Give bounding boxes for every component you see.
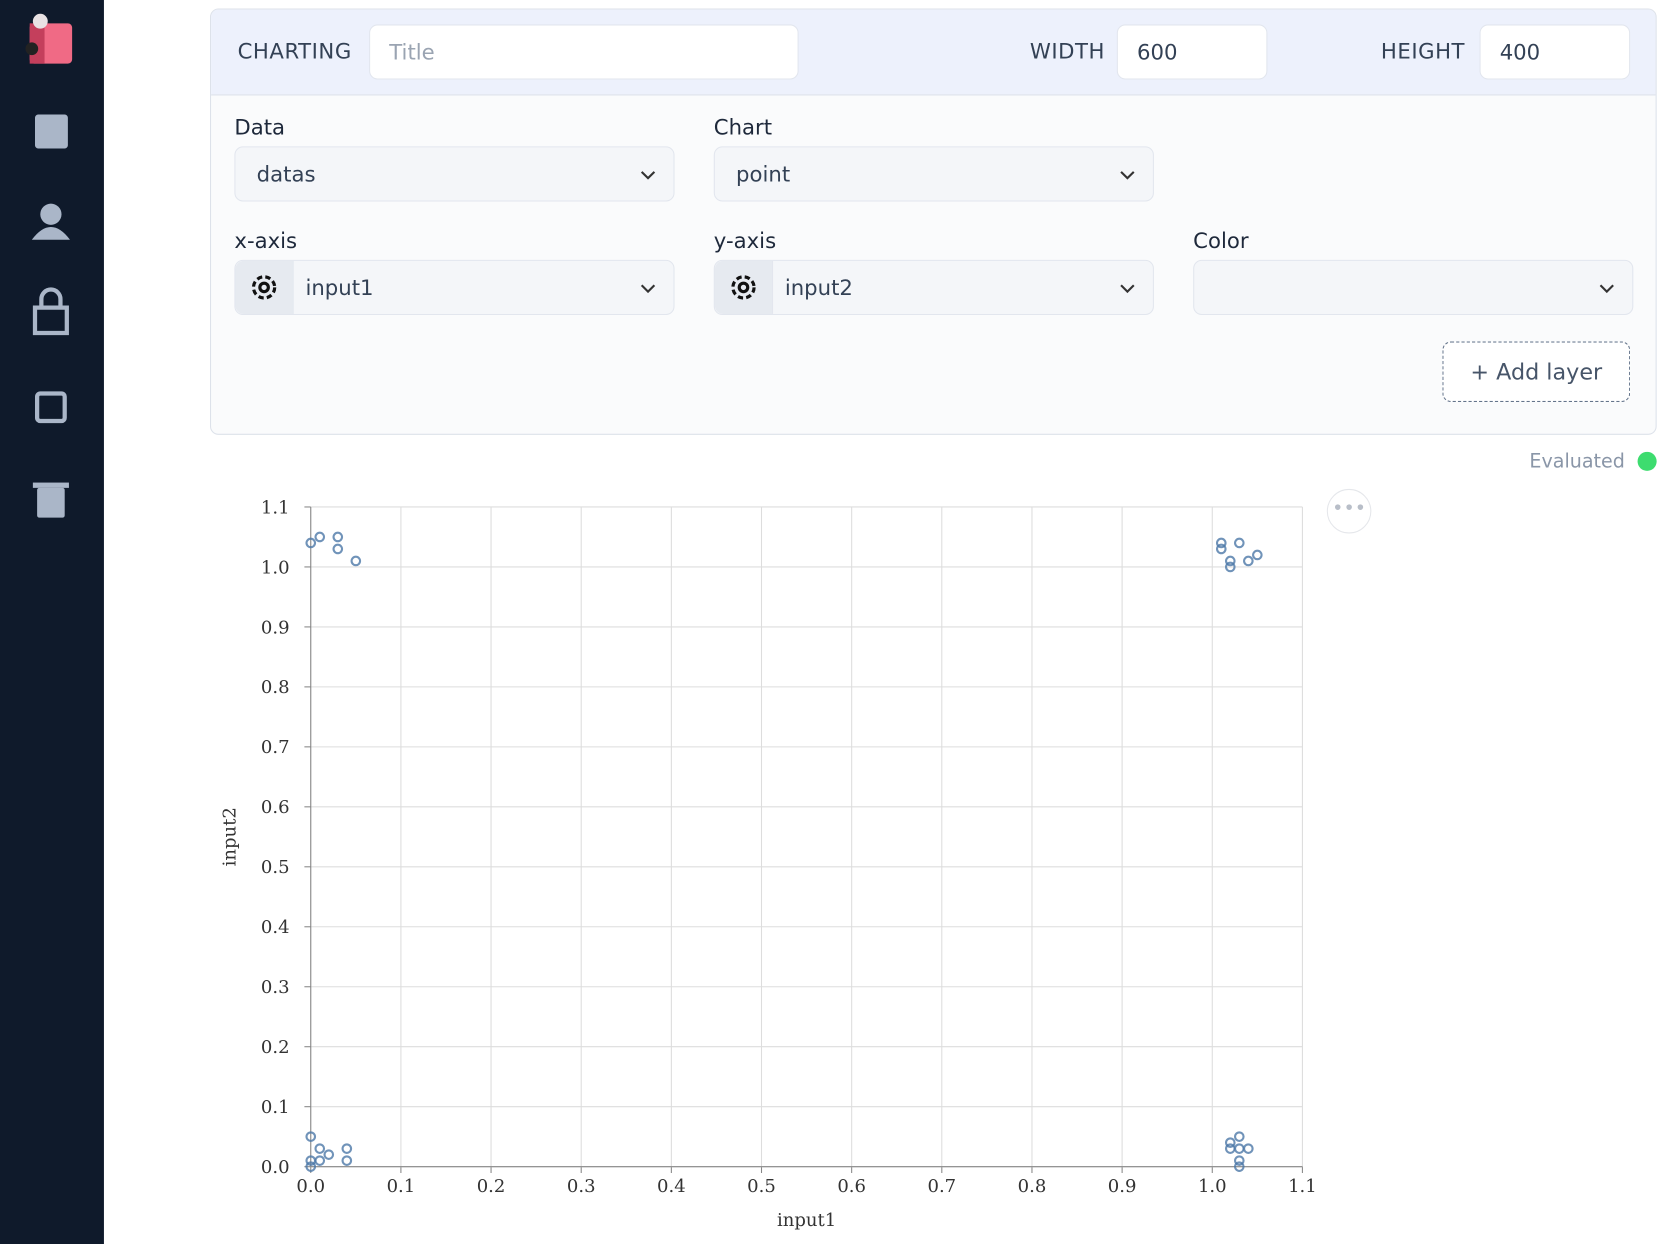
point xyxy=(1215,537,1227,549)
x-tick-label: 0.0 xyxy=(296,1176,325,1197)
point xyxy=(1243,555,1254,567)
point xyxy=(1252,549,1263,561)
x-axis-title: input1 xyxy=(777,1210,836,1231)
x-tick-label: 0.4 xyxy=(657,1176,686,1197)
y-tick-label: 0.4 xyxy=(261,917,290,938)
select-value: datas xyxy=(256,161,316,187)
point xyxy=(1224,561,1236,573)
x-tick-label: 0.8 xyxy=(1018,1176,1047,1197)
chevron xyxy=(640,171,656,180)
point xyxy=(1234,537,1245,549)
sidebar-icons xyxy=(25,13,73,518)
color-select[interactable] xyxy=(1193,259,1634,315)
users-icon[interactable] xyxy=(40,203,62,225)
x-tick-label: 1.1 xyxy=(1288,1176,1317,1197)
point xyxy=(1224,1137,1236,1148)
select-value: input2 xyxy=(784,274,853,301)
point xyxy=(314,1155,326,1166)
chevron xyxy=(1120,171,1135,180)
y-axis-title: input2 xyxy=(219,807,240,866)
point xyxy=(1234,1131,1245,1142)
point xyxy=(1243,1143,1254,1154)
select-value: input1 xyxy=(305,274,374,301)
field-label: Chart xyxy=(713,114,773,140)
y-tick-label: 0.3 xyxy=(261,977,290,998)
chart-config-panel: CHARTING Title WIDTH 600 HEIGHT 400 Data… xyxy=(209,8,1657,435)
gear-button[interactable] xyxy=(235,260,294,314)
x-tick-label: 0.9 xyxy=(1108,1176,1137,1197)
y-tick-label: 0.0 xyxy=(261,1157,290,1178)
point xyxy=(314,1143,326,1154)
lock-icon[interactable] xyxy=(32,287,69,336)
point xyxy=(1224,555,1236,567)
field-label: Data xyxy=(234,114,286,140)
point xyxy=(1215,543,1227,555)
field-label: Color xyxy=(1193,228,1249,254)
point xyxy=(350,555,362,567)
width-input[interactable]: 600 xyxy=(1116,24,1268,80)
status-dot xyxy=(1637,451,1657,471)
header-band: CHARTING Title WIDTH 600 HEIGHT 400 xyxy=(211,9,1656,96)
title-input[interactable]: Title xyxy=(369,24,799,80)
field-label: y-axis xyxy=(713,228,777,254)
point xyxy=(1224,1143,1236,1154)
status-text: Evaluated xyxy=(1529,450,1625,474)
x-tick-label: 1.0 xyxy=(1198,1176,1227,1197)
x-tick-label: 0.5 xyxy=(747,1176,776,1197)
select-value: point xyxy=(736,161,791,187)
width-label: WIDTH xyxy=(1029,38,1105,64)
point xyxy=(305,1131,317,1142)
chart-menu-button[interactable]: ••• xyxy=(1326,488,1372,534)
gear-button[interactable] xyxy=(714,260,774,314)
gear-icon xyxy=(251,275,277,300)
point xyxy=(314,531,326,543)
chevron xyxy=(1120,284,1135,294)
x-tick-label: 0.3 xyxy=(567,1176,596,1197)
point xyxy=(1234,1155,1245,1166)
point xyxy=(1234,1161,1245,1172)
y-tick-label: 0.7 xyxy=(261,737,290,758)
y-tick-label: 0.5 xyxy=(261,857,290,878)
y-tick-label: 0.2 xyxy=(261,1037,290,1058)
x-tick-label: 0.2 xyxy=(477,1176,506,1197)
point xyxy=(332,531,344,543)
point xyxy=(341,1155,353,1166)
gear-icon xyxy=(731,275,756,300)
point xyxy=(323,1149,335,1160)
x-axis-select[interactable]: input1 xyxy=(234,259,675,315)
y-tick-label: 1.1 xyxy=(261,497,290,518)
y-axis-select[interactable]: input2 xyxy=(713,259,1154,315)
x-tick-label: 0.1 xyxy=(387,1176,416,1197)
notebook-icon[interactable] xyxy=(34,114,68,149)
logo[interactable] xyxy=(25,13,73,64)
point xyxy=(341,1143,353,1154)
y-tick-label: 1.0 xyxy=(261,557,290,578)
y-tick-label: 0.9 xyxy=(261,617,290,638)
point xyxy=(1234,1143,1245,1154)
data-select[interactable]: datas xyxy=(234,146,675,202)
height-label: HEIGHT xyxy=(1380,38,1466,64)
y-tick-label: 0.1 xyxy=(261,1097,290,1118)
point xyxy=(305,1161,317,1172)
y-tick-label: 0.6 xyxy=(261,797,290,818)
chevron xyxy=(640,284,656,294)
header-label: CHARTING xyxy=(237,38,352,64)
height-input[interactable]: 400 xyxy=(1479,24,1631,80)
field-label: x-axis xyxy=(234,228,298,254)
chip-icon[interactable] xyxy=(34,391,67,424)
point xyxy=(305,1155,317,1166)
x-tick-label: 0.7 xyxy=(927,1176,956,1197)
point xyxy=(332,543,344,555)
trash-icon[interactable] xyxy=(37,487,65,518)
add-layer-button[interactable]: + Add layer xyxy=(1442,341,1631,402)
point xyxy=(305,537,317,549)
chevron xyxy=(1599,284,1614,294)
y-tick-label: 0.8 xyxy=(261,677,290,698)
x-tick-label: 0.6 xyxy=(837,1176,866,1197)
sidebar xyxy=(0,0,104,1244)
chart-select[interactable]: point xyxy=(713,146,1154,202)
